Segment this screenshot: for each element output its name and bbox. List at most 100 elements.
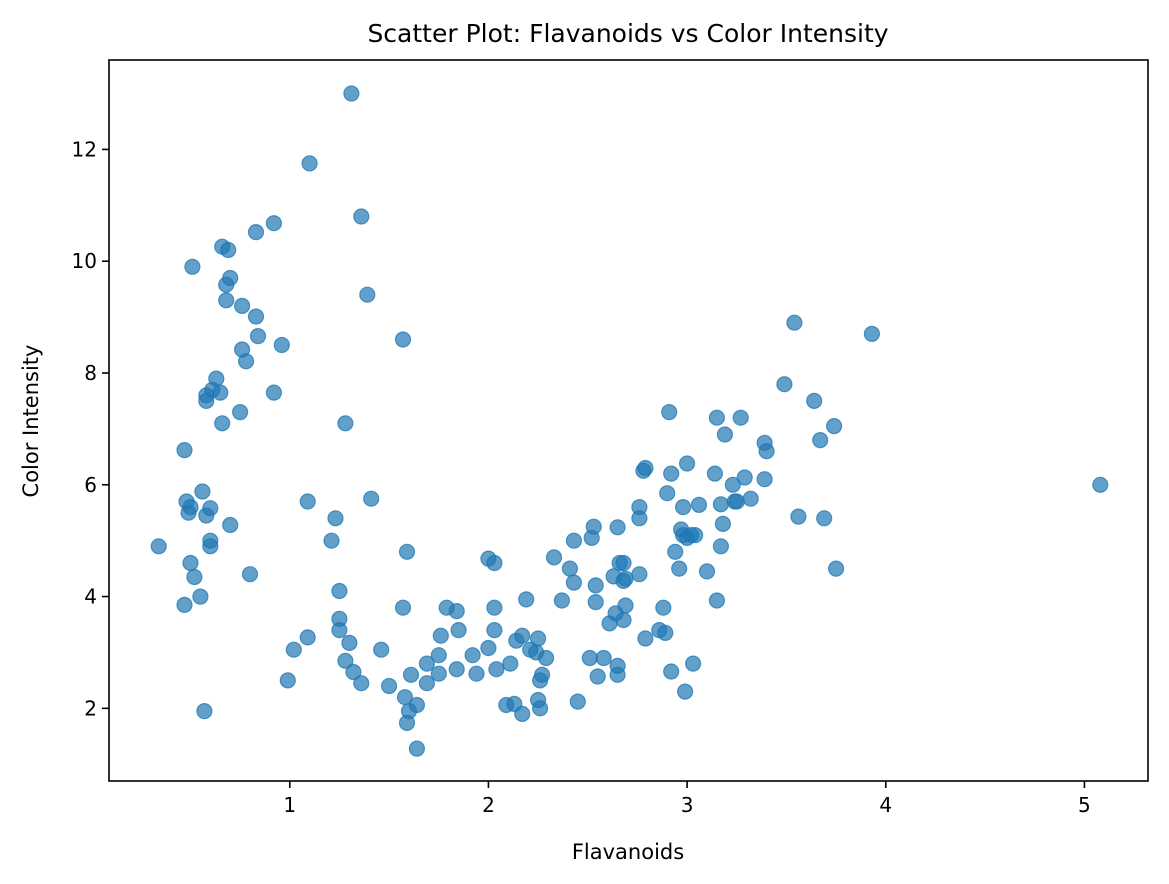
data-point [678, 455, 696, 472]
plot-frame [108, 59, 1149, 782]
data-point [408, 740, 425, 757]
y-axis-label: Color Intensity [19, 345, 43, 498]
data-point [617, 597, 634, 614]
y-tick-label: 6 [84, 473, 97, 497]
data-point [301, 155, 318, 172]
data-point [827, 560, 845, 577]
data-point [589, 668, 606, 685]
x-tick-label: 2 [482, 793, 495, 817]
data-point [537, 649, 555, 667]
data-point [182, 499, 199, 516]
data-point [192, 588, 209, 605]
data-point [533, 666, 551, 683]
data-point [194, 483, 211, 500]
data-point [359, 286, 376, 303]
data-point [742, 490, 759, 507]
data-point [690, 496, 708, 513]
data-point [327, 510, 344, 527]
data-point [676, 683, 694, 700]
data-point [615, 611, 632, 629]
data-point [249, 328, 267, 345]
data-point [569, 693, 586, 710]
data-point [232, 404, 249, 421]
data-point [486, 554, 503, 572]
y-tick-label: 12 [72, 137, 97, 161]
data-point [728, 493, 745, 510]
data-point [486, 621, 503, 639]
x-tick-label: 5 [1078, 793, 1091, 817]
data-point [531, 700, 549, 717]
data-point [585, 518, 602, 535]
data-point [341, 634, 358, 652]
data-point [418, 675, 435, 692]
data-point [402, 666, 420, 683]
data-point [587, 593, 604, 611]
data-point [595, 649, 612, 667]
data-point [432, 627, 449, 644]
data-point [712, 538, 730, 555]
data-point [663, 663, 680, 680]
data-point [353, 208, 370, 225]
data-point [812, 432, 829, 449]
data-point [732, 409, 749, 426]
data-point [238, 353, 255, 370]
data-point [581, 649, 598, 667]
data-point [631, 510, 648, 527]
data-point [758, 443, 775, 460]
data-point [712, 496, 730, 513]
data-point [150, 538, 167, 555]
x-tick-label: 1 [283, 793, 296, 817]
data-point [637, 459, 654, 477]
data-point [430, 647, 447, 664]
data-point [863, 325, 881, 342]
data-point [363, 490, 380, 507]
data-point [430, 665, 447, 682]
data-point [214, 415, 231, 432]
data-point [706, 465, 724, 482]
data-point [776, 376, 793, 393]
data-point [265, 384, 282, 401]
data-point [1092, 476, 1109, 493]
chart-title: Scatter Plot: Flavanoids vs Color Intens… [367, 19, 888, 48]
data-point [825, 418, 843, 435]
y-tick-label: 4 [84, 585, 97, 609]
data-point [714, 515, 732, 533]
data-point [184, 258, 201, 275]
data-point [736, 469, 753, 486]
data-point [202, 538, 219, 555]
data-point [408, 696, 425, 714]
data-point [617, 570, 634, 587]
data-point [708, 409, 726, 426]
x-axis-label: Flavanoids [572, 840, 684, 864]
data-point [220, 241, 237, 259]
data-point [514, 627, 531, 644]
data-point [587, 577, 604, 594]
data-point [247, 224, 265, 241]
data-point [448, 661, 465, 678]
data-point [212, 384, 229, 401]
data-point [488, 661, 505, 678]
data-point [698, 563, 716, 580]
data-point [631, 566, 648, 583]
data-point [176, 442, 193, 459]
data-point [222, 516, 239, 534]
data-point [684, 655, 702, 672]
data-point [786, 314, 803, 331]
data-point [790, 508, 807, 525]
data-point [299, 629, 316, 646]
y-tick-label: 2 [84, 696, 97, 720]
data-point [502, 655, 519, 672]
x-tick-label: 4 [879, 793, 892, 817]
data-point [663, 465, 680, 482]
data-point [637, 630, 654, 647]
data-point [394, 331, 412, 348]
data-point [816, 510, 833, 527]
data-point [615, 554, 632, 572]
data-point [661, 404, 678, 421]
data-point [331, 621, 348, 639]
data-point [337, 652, 354, 669]
data-point [331, 582, 348, 600]
data-point [468, 665, 485, 682]
